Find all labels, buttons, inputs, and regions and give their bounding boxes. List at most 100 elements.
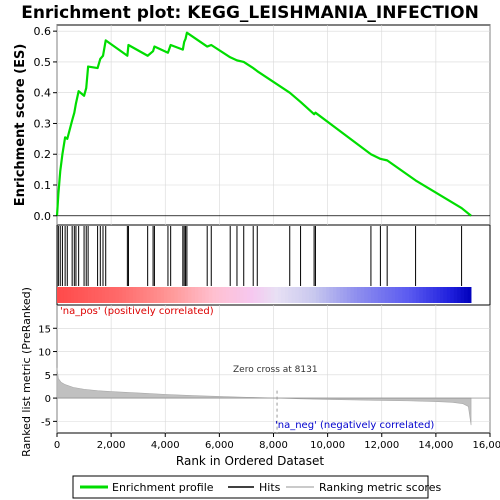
gradient-segment (163, 287, 168, 303)
gradient-segment (446, 287, 451, 303)
gradient-segment (346, 287, 351, 303)
gradient-segment (284, 287, 289, 303)
gradient-segment (126, 287, 130, 303)
gradient-segment (388, 287, 393, 303)
gradient-segment (374, 287, 379, 303)
gradient-segment (101, 287, 106, 303)
gradient-segment (212, 287, 217, 303)
gradient-segment (326, 287, 330, 303)
zero-cross-label: Zero cross at 8131 (233, 365, 318, 375)
gradient-segment (433, 287, 437, 303)
x-tick-label: 2,000 (97, 440, 126, 451)
gradient-segment (229, 287, 234, 303)
es-y-tick-label: 0.1 (34, 179, 52, 192)
x-tick-label: 14,000 (418, 440, 453, 451)
gradient-segment (274, 287, 279, 303)
gradient-segment (232, 287, 237, 303)
gradient-segment (67, 287, 72, 303)
gradient-segment (132, 287, 137, 303)
gradient-segment (119, 287, 123, 303)
x-axis-label: Rank in Ordered Dataset (176, 454, 324, 468)
gradient-segment (60, 287, 65, 303)
gradient-segment (308, 287, 313, 303)
gradient-segment (236, 287, 241, 303)
gradient-segment (219, 287, 224, 303)
grid-layer (56, 25, 491, 433)
gradient-segment (243, 287, 248, 303)
gradient-segment (288, 287, 293, 303)
gradient-segment (167, 287, 172, 303)
gradient-segment (336, 287, 341, 303)
gradient-segment (457, 287, 462, 303)
x-tick-label: 4,000 (151, 440, 180, 451)
gradient-segment (226, 287, 230, 303)
es-line (55, 31, 472, 217)
gradient-segment (105, 287, 110, 303)
gradient-segment (91, 287, 96, 303)
gradient-segment (339, 287, 344, 303)
es-y-axis-label: Enrichment score (ES) (13, 44, 28, 207)
gradient-segment (453, 287, 458, 303)
gradient-segment (443, 287, 448, 303)
gradient-bar (57, 287, 472, 303)
gradient-segment (88, 287, 92, 303)
gradient-segment (270, 287, 275, 303)
legend-metric-label: Ranking metric scores (319, 481, 441, 494)
hit-marks (57, 226, 463, 286)
gradient-segment (257, 287, 261, 303)
x-tick-label: 10,000 (310, 440, 345, 451)
gradient-segment (333, 287, 337, 303)
metric-area (56, 367, 490, 433)
gradient-segment (353, 287, 358, 303)
es-y-tick-label: 0.0 (34, 210, 52, 223)
gradient-segment (63, 287, 68, 303)
gradient-segment (343, 287, 348, 303)
gradient-segment (395, 287, 399, 303)
gradient-segment (267, 287, 272, 303)
metric-y-tick-label: 0 (45, 394, 51, 405)
gradient-segment (426, 287, 431, 303)
gradient-segment (450, 287, 455, 303)
x-tick-label: 12,000 (364, 440, 399, 451)
gradient-segment (84, 287, 89, 303)
gradient-segment (260, 287, 265, 303)
x-tick-label: 16,000 (473, 440, 500, 451)
gradient-segment (364, 287, 368, 303)
gradient-segment (412, 287, 417, 303)
es-y-tick-label: 0.2 (34, 148, 52, 161)
gradient-segment (398, 287, 403, 303)
metric-y-tick-label: 5 (45, 371, 51, 382)
gradient-segment (70, 287, 75, 303)
es-y-tick-label: 0.4 (34, 87, 52, 100)
gradient-segment (253, 287, 258, 303)
x-tick-label: 0 (54, 440, 60, 451)
gradient-segment (143, 287, 148, 303)
gradient-segment (419, 287, 424, 303)
gradient-segment (136, 287, 141, 303)
legend-es-label: Enrichment profile (112, 481, 214, 494)
gradient-segment (291, 287, 296, 303)
gradient-segment (377, 287, 382, 303)
gradient-segment (174, 287, 179, 303)
gradient-segment (281, 287, 286, 303)
gradient-segment (184, 287, 189, 303)
gradient-segment (201, 287, 206, 303)
gradient-segment (112, 287, 117, 303)
gradient-segment (146, 287, 151, 303)
gradient-segment (129, 287, 134, 303)
gradient-segment (391, 287, 396, 303)
gradient-segment (402, 287, 406, 303)
gradient-segment (160, 287, 165, 303)
positive-correlation-label: 'na_pos' (positively correlated) (60, 306, 214, 317)
gradient-segment (301, 287, 306, 303)
gradient-segment (150, 287, 155, 303)
legend-hits-label: Hits (259, 481, 281, 494)
gradient-segment (191, 287, 196, 303)
gradient-segment (157, 287, 161, 303)
gradient-segment (298, 287, 303, 303)
gradient-segment (139, 287, 144, 303)
gradient-segment (115, 287, 120, 303)
gradient-segment (464, 287, 469, 303)
gradient-segment (205, 287, 210, 303)
